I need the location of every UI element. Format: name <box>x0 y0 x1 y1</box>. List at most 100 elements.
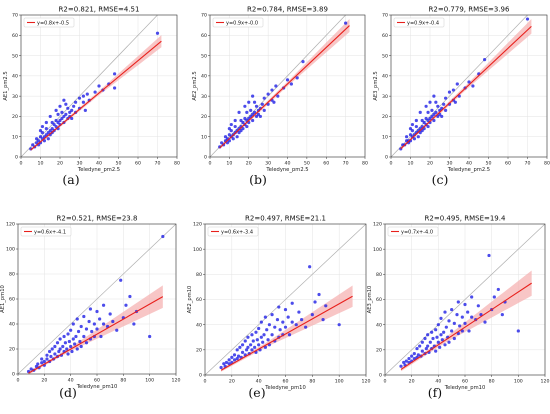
data-point <box>466 310 470 314</box>
y-tick-label: 70 <box>12 13 18 19</box>
data-point <box>224 360 229 365</box>
x-tick-label: 30 <box>77 161 83 167</box>
data-point <box>434 328 438 332</box>
data-point <box>290 301 294 305</box>
data-point <box>260 102 264 106</box>
y-tick-label: 120 <box>6 222 15 228</box>
data-point <box>82 334 86 339</box>
data-point <box>250 333 254 337</box>
data-point <box>317 292 321 297</box>
data-point <box>238 345 242 349</box>
data-point <box>243 104 247 108</box>
legend-label: y=0.8x+-0.5 <box>37 20 69 26</box>
data-point <box>463 302 467 307</box>
chart-panel-1: 0 10 20 30 40 50 60 70 80 0 10 20 30 40 50 60 70 R2=0.821… <box>3 6 180 174</box>
y-tick-label: 120 <box>193 222 202 228</box>
data-point <box>444 325 448 329</box>
data-point <box>227 127 231 131</box>
y-tick-label: 60 <box>376 297 382 303</box>
x-tick-label: 40 <box>68 378 74 384</box>
x-tick-label: 10 <box>226 161 232 167</box>
data-point <box>420 118 424 123</box>
y-tick-label: 100 <box>6 247 15 253</box>
data-point <box>254 114 259 119</box>
data-point <box>436 114 440 119</box>
y-tick-label: 0 <box>12 372 15 378</box>
y-tick-label: 60 <box>196 297 202 303</box>
data-point <box>250 348 254 352</box>
data-point <box>278 328 282 332</box>
data-point <box>516 329 520 333</box>
data-point <box>231 137 235 141</box>
data-point <box>414 124 418 129</box>
data-point <box>244 348 249 352</box>
data-point <box>98 317 102 321</box>
data-point <box>450 329 454 333</box>
data-point <box>81 100 85 104</box>
data-point <box>410 122 415 127</box>
data-point <box>276 94 280 98</box>
legend: y=0.8x+-0.5 <box>23 17 75 28</box>
y-tick-label: 0 <box>385 155 388 161</box>
data-point <box>416 353 420 357</box>
data-point <box>53 344 57 349</box>
y-tick-label: 20 <box>9 347 15 353</box>
x-tick-label: 30 <box>447 161 453 167</box>
data-point <box>286 315 290 319</box>
y-tick-label: 100 <box>373 247 382 253</box>
fit-line <box>28 296 164 374</box>
data-point <box>115 328 119 332</box>
data-point <box>54 124 58 129</box>
x-tick-label: 100 <box>514 379 523 385</box>
data-point <box>240 343 245 347</box>
data-point <box>487 253 491 258</box>
x-tick-label: 40 <box>285 161 291 167</box>
data-point <box>40 131 45 135</box>
data-point <box>310 313 314 317</box>
x-tick-label: 80 <box>544 161 550 167</box>
data-point <box>426 333 430 337</box>
x-tick-label: 20 <box>427 161 433 167</box>
data-point <box>452 336 456 341</box>
legend: y=0.9x+-0.4 <box>393 17 445 28</box>
fit-line <box>219 25 350 149</box>
data-point <box>44 120 48 125</box>
data-point <box>483 58 487 62</box>
data-point <box>420 349 424 353</box>
data-point <box>337 323 341 327</box>
data-point <box>62 334 66 339</box>
data-point <box>471 84 475 88</box>
y-tick-label: 80 <box>196 272 202 278</box>
data-point <box>62 98 66 102</box>
y-tick-label: 0 <box>15 155 18 161</box>
data-point <box>52 122 56 127</box>
x-tick-label: 120 <box>362 379 371 385</box>
data-point <box>399 364 403 368</box>
x-tick-label: 20 <box>41 378 47 384</box>
data-point <box>101 303 106 307</box>
y-tick-label: 60 <box>382 33 388 39</box>
data-point <box>220 141 224 145</box>
data-point <box>253 345 257 349</box>
identity-line <box>384 223 546 376</box>
y-tick-label: 10 <box>201 134 207 140</box>
y-tick-label: 70 <box>201 13 207 19</box>
data-point <box>344 21 348 25</box>
data-point <box>69 328 73 332</box>
data-point <box>431 336 435 341</box>
data-point <box>430 114 434 119</box>
data-point <box>65 347 69 351</box>
data-point <box>272 100 276 104</box>
fit-line <box>220 295 353 371</box>
data-point <box>60 116 64 121</box>
fit-line <box>30 40 162 151</box>
data-point <box>108 312 112 316</box>
data-point <box>440 114 444 119</box>
data-point <box>58 337 62 341</box>
data-point <box>45 353 49 357</box>
data-point <box>38 129 43 133</box>
data-point <box>458 324 462 328</box>
legend-box <box>23 17 75 28</box>
data-point <box>251 118 255 123</box>
x-axis-label: Teledyne_pm10 <box>444 385 486 391</box>
